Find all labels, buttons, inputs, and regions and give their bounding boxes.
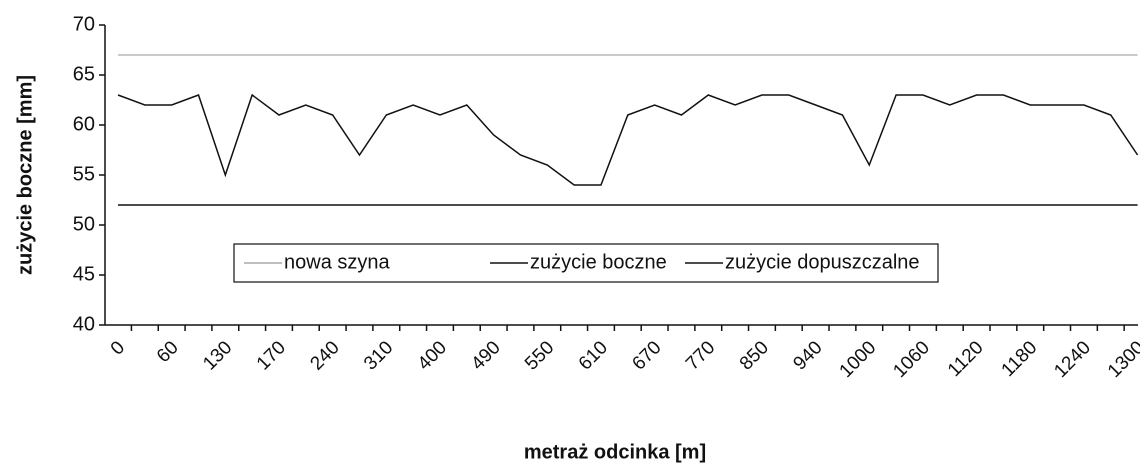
x-tick-label: 850 bbox=[736, 337, 773, 374]
y-tick-label: 70 bbox=[73, 13, 95, 35]
x-tick-label: 0 bbox=[107, 337, 129, 359]
y-tick-label: 55 bbox=[73, 163, 95, 185]
legend-box bbox=[233, 243, 939, 283]
x-axis-label: metraż odcinka [m] bbox=[524, 441, 706, 463]
x-tick-label: 1300 bbox=[1104, 337, 1140, 382]
x-tick-label: 1240 bbox=[1050, 337, 1095, 382]
y-tick-label: 60 bbox=[73, 113, 95, 135]
x-tick-label: 490 bbox=[467, 337, 504, 374]
x-tick-label: 1120 bbox=[944, 337, 988, 381]
x-tick-label: 60 bbox=[153, 337, 183, 367]
legend-label: zużycie dopuszczalne bbox=[725, 251, 920, 273]
x-tick-label: 550 bbox=[521, 337, 558, 374]
series-line bbox=[117, 93, 1139, 186]
y-axis-label: zużycie boczne [mm] bbox=[14, 75, 36, 275]
x-tick-label: 1060 bbox=[889, 337, 934, 382]
x-tick-label: 240 bbox=[306, 337, 343, 374]
x-tick-label: 130 bbox=[199, 337, 236, 374]
x-tick-label: 940 bbox=[789, 337, 826, 374]
x-tick-label: 1000 bbox=[836, 337, 881, 382]
legend-label: nowa szyna bbox=[284, 251, 390, 273]
legend-label: zużycie boczne bbox=[530, 251, 667, 273]
y-tick-label: 45 bbox=[73, 263, 95, 285]
x-tick-label: 1180 bbox=[998, 337, 1042, 381]
x-tick-label: 170 bbox=[253, 337, 290, 374]
x-tick-label: 610 bbox=[575, 337, 612, 374]
y-tick-label: 40 bbox=[73, 313, 95, 335]
x-tick-label: 400 bbox=[414, 337, 451, 374]
y-tick-label: 50 bbox=[73, 213, 95, 235]
y-tick-label: 65 bbox=[73, 63, 95, 85]
x-tick-label: 670 bbox=[628, 337, 665, 374]
x-tick-label: 310 bbox=[360, 337, 397, 374]
x-tick-label: 770 bbox=[682, 337, 719, 374]
